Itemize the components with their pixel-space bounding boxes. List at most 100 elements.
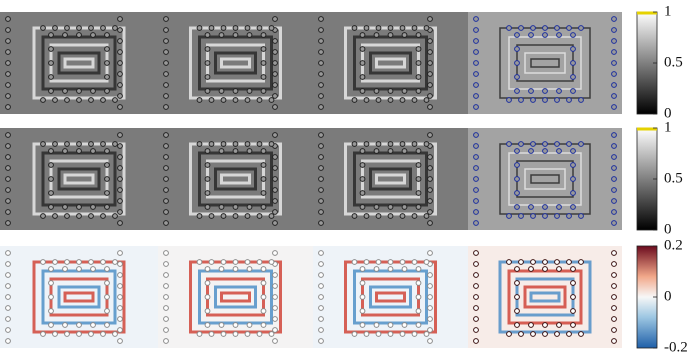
electrode-dot xyxy=(88,141,94,147)
electrode-dot xyxy=(204,280,211,286)
electrode-dot xyxy=(117,16,123,22)
electrode-dot xyxy=(62,88,68,94)
electrode-dot xyxy=(578,25,584,31)
electrode-dot xyxy=(473,16,479,22)
electrode-dot xyxy=(373,88,380,94)
electrode-dot xyxy=(62,148,68,154)
electrode-dot xyxy=(611,82,617,88)
electrode-dot xyxy=(268,25,275,31)
electrode-dot xyxy=(415,322,422,328)
electrode-dot xyxy=(373,32,380,38)
electrode-dot xyxy=(246,88,253,94)
electrode-dot xyxy=(514,32,520,38)
electrode-dot xyxy=(5,220,11,226)
electrode-dot xyxy=(204,60,211,66)
electrode-dot xyxy=(48,162,54,168)
electrode-dot xyxy=(204,308,211,314)
electrode-dot xyxy=(542,259,548,265)
electrode-dot xyxy=(268,213,275,219)
electrode-dot xyxy=(5,327,11,333)
electrode-dot xyxy=(246,148,253,154)
pattern-square xyxy=(375,57,406,69)
electrode-dot xyxy=(163,143,169,149)
electrode-dot xyxy=(473,93,479,99)
electrode-dot xyxy=(163,327,169,333)
electrode-dot xyxy=(351,213,358,219)
electrode-dot xyxy=(256,97,263,103)
pattern-square xyxy=(220,291,251,303)
pattern-square xyxy=(220,173,251,185)
pattern-square xyxy=(220,57,251,69)
electrode-dot xyxy=(427,338,433,344)
electrode-dot xyxy=(232,25,239,31)
electrode-dot xyxy=(473,27,479,33)
electrode-dot xyxy=(554,331,560,337)
electrode-dot xyxy=(272,250,278,256)
electrode-dot xyxy=(204,190,211,196)
electrode-dot xyxy=(88,331,94,337)
electrode-dot xyxy=(163,220,169,226)
electrode-dot xyxy=(373,322,380,328)
electrode-dot xyxy=(318,60,324,66)
electrode-dot xyxy=(232,148,239,154)
electrode-dot xyxy=(272,198,278,204)
electrode-dot xyxy=(163,305,169,311)
electrode-dot xyxy=(556,148,562,154)
electrode-dot xyxy=(566,97,572,103)
electrode-dot xyxy=(473,272,479,278)
electrode-dot xyxy=(578,97,584,103)
electrode-dot xyxy=(5,82,11,88)
electrode-dot xyxy=(318,198,324,204)
electrode-dot xyxy=(117,93,123,99)
electrode-dot xyxy=(318,250,324,256)
electrode-dot xyxy=(260,176,267,182)
electrode-dot xyxy=(570,204,576,210)
electrode-dot xyxy=(359,308,366,314)
electrode-dot xyxy=(62,266,68,272)
electrode-dot xyxy=(117,327,123,333)
electrode-dot xyxy=(363,331,370,337)
electrode-dot xyxy=(232,331,239,337)
electrode-dot xyxy=(506,259,512,265)
electrode-dot xyxy=(196,97,203,103)
electrode-dot xyxy=(220,331,227,337)
electrode-dot xyxy=(104,46,110,52)
electrode-dot xyxy=(272,327,278,333)
electrode-dot xyxy=(423,213,430,219)
electrode-dot xyxy=(117,338,123,344)
electrode-dot xyxy=(611,49,617,55)
electrode-dot xyxy=(260,308,267,314)
electrode-dot xyxy=(256,331,263,337)
electrode-dot xyxy=(232,266,239,272)
electrode-dot xyxy=(52,331,58,337)
electrode-dot xyxy=(528,88,534,94)
electrode-dot xyxy=(244,25,251,31)
electrode-dot xyxy=(473,316,479,322)
electrode-dot xyxy=(5,154,11,160)
electrode-dot xyxy=(542,331,548,337)
electrode-dot xyxy=(542,97,548,103)
electrode-dot xyxy=(256,213,263,219)
electrode-dot xyxy=(514,46,520,52)
electrode-dot xyxy=(117,198,123,204)
electrode-dot xyxy=(104,148,110,154)
electrode-dot xyxy=(117,272,123,278)
electrode-dot xyxy=(473,49,479,55)
electrode-dot xyxy=(88,25,94,31)
electrode-dot xyxy=(359,46,366,52)
electrode-dot xyxy=(220,141,227,147)
electrode-dot xyxy=(104,60,110,66)
electrode-dot xyxy=(76,266,82,272)
electrode-dot xyxy=(318,104,324,110)
electrode-dot xyxy=(518,141,524,147)
electrode-dot xyxy=(542,204,548,210)
electrode-dot xyxy=(260,88,267,94)
electrode-dot xyxy=(244,97,251,103)
electrode-dot xyxy=(272,338,278,344)
electrode-dot xyxy=(542,213,548,219)
electrode-dot xyxy=(76,97,82,103)
electrode-dot xyxy=(518,259,524,265)
pattern-square xyxy=(530,174,560,184)
colorbar-tick-label: 1 xyxy=(664,3,672,19)
electrode-dot xyxy=(473,294,479,300)
